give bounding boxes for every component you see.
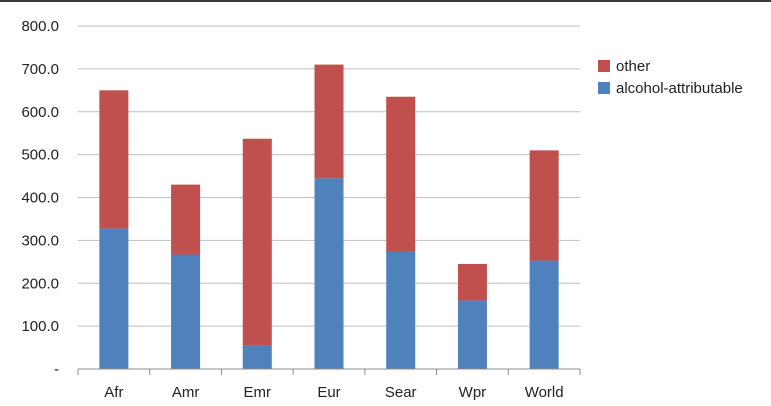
bar-segment-alcohol-attributable — [99, 228, 129, 369]
x-tick-label: Emr — [244, 384, 272, 401]
legend-swatch — [598, 82, 610, 94]
bar-segment-alcohol-attributable — [171, 254, 201, 369]
legend-swatch — [598, 60, 610, 72]
x-tick-label: Eur — [317, 384, 340, 401]
y-tick-label: 700.0 — [21, 61, 59, 78]
x-tick-label: Sear — [385, 384, 417, 401]
y-tick-label: - — [54, 361, 59, 378]
x-tick-label: World — [525, 384, 564, 401]
x-tick-label: Afr — [104, 384, 123, 401]
legend: other alcohol-attributable — [598, 58, 743, 97]
bar-segment-other — [386, 96, 416, 252]
bar-segment-alcohol-attributable — [242, 345, 272, 369]
bar-segment-alcohol-attributable — [457, 300, 487, 369]
y-tick-label: 600.0 — [21, 104, 59, 121]
x-tick-label: Amr — [172, 384, 200, 401]
bar-segment-other — [242, 138, 272, 346]
bar-segment-alcohol-attributable — [529, 260, 559, 369]
y-axis-ticks: - 100.0 200.0 300.0 400.0 500.0 600.0 700.0 800.… — [21, 18, 59, 378]
x-tick-label: Wpr — [459, 384, 487, 401]
x-axis — [77, 368, 581, 375]
bar-segment-other — [457, 263, 487, 301]
bar-segment-other — [314, 64, 344, 179]
y-tick-label: 400.0 — [21, 190, 59, 207]
x-axis-ticks: Afr Amr Emr Eur Sear Wpr World — [104, 384, 563, 401]
bar-segment-other — [99, 90, 129, 229]
y-tick-label: 300.0 — [21, 232, 59, 249]
y-tick-label: 500.0 — [21, 147, 59, 164]
y-tick-label: 100.0 — [21, 318, 59, 335]
y-tick-label: 800.0 — [21, 18, 59, 35]
bar-segment-alcohol-attributable — [314, 178, 344, 369]
bar-segment-other — [529, 150, 559, 261]
legend-label: alcohol-attributable — [616, 80, 743, 97]
y-tick-label: 200.0 — [21, 275, 59, 292]
bars — [99, 64, 559, 369]
bar-segment-alcohol-attributable — [386, 251, 416, 369]
bar-segment-other — [171, 184, 201, 255]
legend-label: other — [616, 58, 650, 75]
